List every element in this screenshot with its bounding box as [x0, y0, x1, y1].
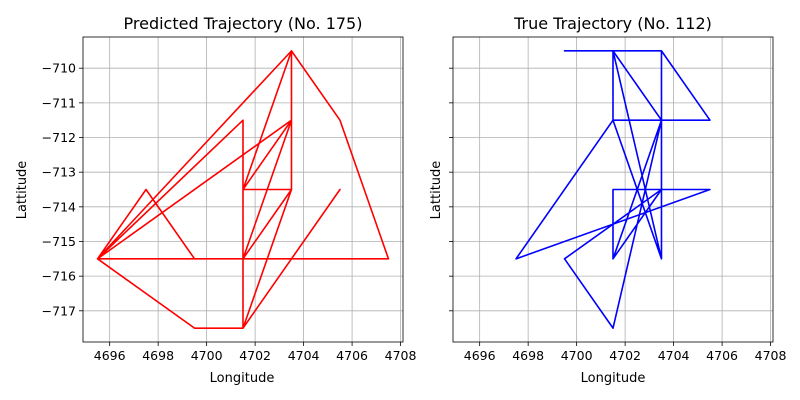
x-tick-label: 4704 — [288, 348, 320, 363]
x-axis-label: Longitude — [581, 371, 646, 386]
x-tick-label: 4696 — [464, 348, 496, 363]
chart-title: Predicted Trajectory (No. 175) — [124, 14, 363, 33]
x-tick-label: 4698 — [142, 348, 174, 363]
y-tick-label: −716 — [42, 269, 76, 284]
x-tick-label: 4706 — [706, 348, 738, 363]
y-tick-label: −710 — [42, 61, 76, 76]
y-tick-label: −714 — [42, 199, 76, 214]
x-tick-label: 4696 — [94, 348, 126, 363]
series-line-predicted — [96, 50, 390, 329]
axes-frame — [452, 36, 774, 343]
x-tick-label: 4702 — [239, 348, 271, 363]
y-tick-label: −717 — [42, 303, 76, 318]
y-tick-label: −715 — [42, 234, 76, 249]
chart-title: True Trajectory (No. 112) — [513, 14, 712, 33]
x-axis-label: Longitude — [210, 371, 275, 386]
y-tick-label: −713 — [42, 165, 76, 180]
y-axis-label: Lattitude — [15, 161, 30, 220]
x-tick-label: 4708 — [385, 348, 417, 363]
axes-frame — [82, 36, 404, 343]
x-tick-label: 4704 — [658, 348, 690, 363]
y-tick-label: −711 — [42, 95, 76, 110]
x-tick-label: 4706 — [336, 348, 368, 363]
x-tick-label: 4702 — [609, 348, 641, 363]
x-tick-label: 4700 — [191, 348, 223, 363]
x-tick-label: 4708 — [755, 348, 787, 363]
series-line-true — [515, 50, 711, 329]
true-panel: True Trajectory (No. 112) Longitude Latt… — [429, 14, 787, 386]
x-tick-label: 4698 — [512, 348, 544, 363]
x-tick-label: 4700 — [561, 348, 593, 363]
y-tick-label: −712 — [42, 130, 76, 145]
y-axis-label: Lattitude — [429, 161, 444, 220]
predicted-panel: Predicted Trajectory (No. 175) Longitude… — [15, 14, 417, 386]
